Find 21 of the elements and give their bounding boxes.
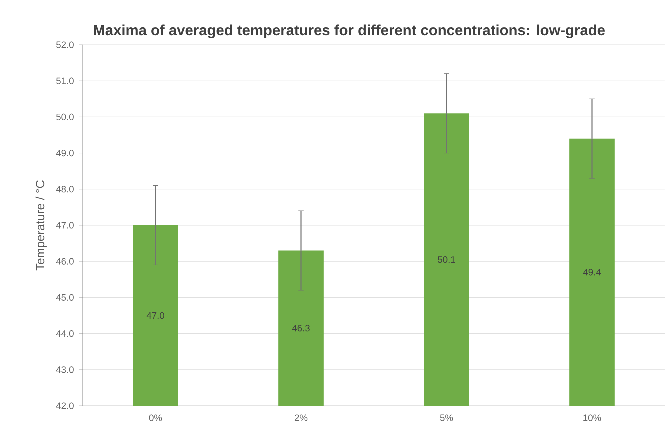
y-tick-label: 43.0 — [56, 366, 74, 374]
y-tick-label: 46.0 — [56, 258, 74, 265]
y-tick-label: 52.0 — [56, 42, 74, 48]
y-tick-label: 51.0 — [56, 78, 74, 84]
x-tick-label: 2% — [294, 414, 308, 422]
data-label: 50.1 — [438, 256, 456, 264]
y-tick-label: 42.0 — [56, 402, 74, 410]
x-tick-label: 10% — [584, 414, 602, 422]
x-tick-label: 0% — [149, 414, 162, 422]
chart-title: Maxima of averaged temperatures for different concentrations: low-grade — [94, 24, 605, 39]
data-label: 47.0 — [146, 312, 164, 320]
data-label: 46.3 — [292, 325, 310, 332]
y-tick-label: 49.0 — [56, 150, 74, 157]
x-tick-label: 5% — [440, 414, 454, 422]
y-tick-label: 44.0 — [56, 330, 74, 338]
y-tick-label: 47.0 — [56, 222, 74, 229]
data-label: 49.4 — [583, 269, 602, 276]
y-axis-title: Temperature / °C — [36, 180, 47, 271]
y-tick-label: 45.0 — [56, 294, 74, 301]
y-tick-label: 50.0 — [56, 114, 74, 120]
y-tick-label: 48.0 — [56, 186, 74, 193]
